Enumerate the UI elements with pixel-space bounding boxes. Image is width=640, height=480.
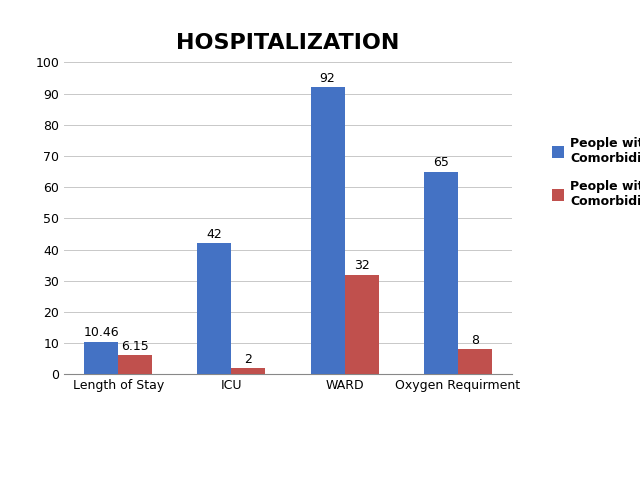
Legend: People with
Comorbidities, People without
Comorbidities: People with Comorbidities, People withou…: [552, 137, 640, 208]
Bar: [232, 368, 266, 374]
Text: 6.15: 6.15: [122, 340, 149, 353]
Bar: [118, 355, 152, 374]
Text: 2: 2: [244, 353, 252, 366]
Bar: [310, 87, 344, 374]
Title: HOSPITALIZATION: HOSPITALIZATION: [176, 33, 400, 52]
Text: 42: 42: [207, 228, 222, 241]
Bar: [84, 342, 118, 374]
Bar: [198, 243, 232, 374]
Text: 65: 65: [433, 156, 449, 169]
Bar: [344, 275, 378, 374]
Text: 92: 92: [320, 72, 335, 85]
Text: 32: 32: [354, 259, 369, 272]
Text: 8: 8: [470, 334, 479, 347]
Text: 10.46: 10.46: [84, 326, 119, 339]
Bar: [424, 172, 458, 374]
Bar: [458, 349, 492, 374]
